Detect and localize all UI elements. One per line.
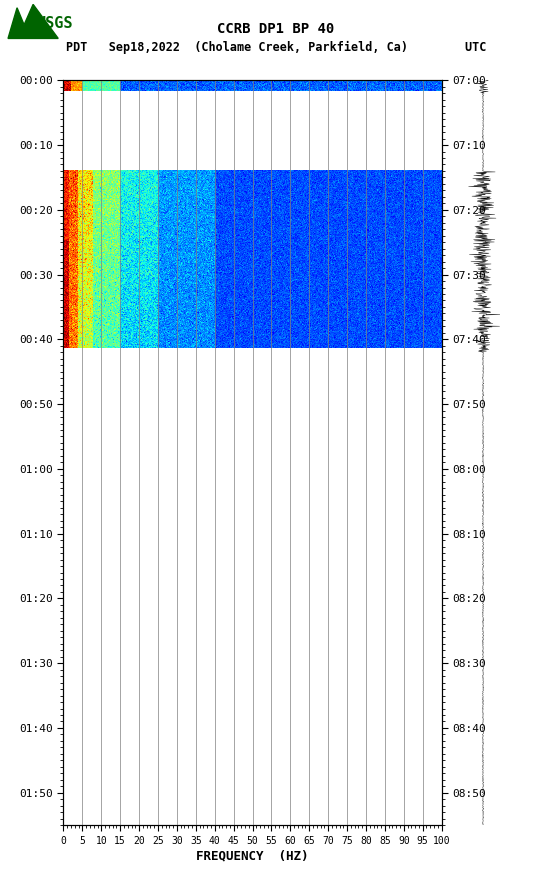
Polygon shape <box>8 4 58 38</box>
Text: PDT   Sep18,2022  (Cholame Creek, Parkfield, Ca)        UTC: PDT Sep18,2022 (Cholame Creek, Parkfield… <box>66 41 486 54</box>
Text: CCRB DP1 BP 40: CCRB DP1 BP 40 <box>217 22 335 36</box>
X-axis label: FREQUENCY  (HZ): FREQUENCY (HZ) <box>197 850 309 863</box>
Text: USGS: USGS <box>36 16 72 30</box>
